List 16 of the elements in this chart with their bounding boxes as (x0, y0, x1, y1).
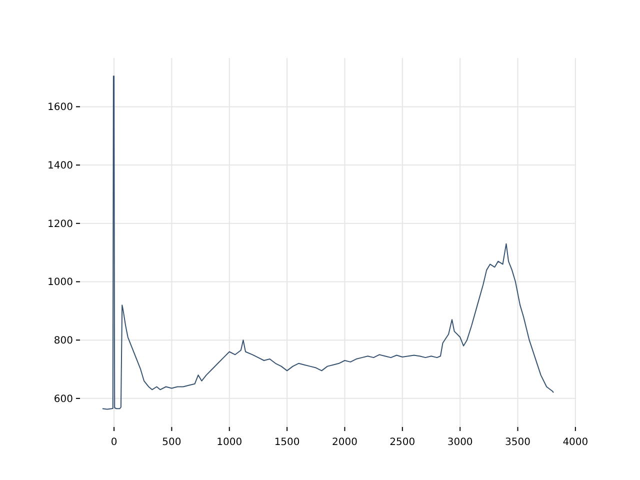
y-tick-label: 600 (54, 394, 73, 405)
x-tick-label: 4000 (562, 437, 588, 448)
y-tick-label: 1400 (48, 160, 73, 172)
y-tick-label: 1600 (48, 102, 73, 114)
line-series (102, 76, 554, 410)
x-tick-label: 1500 (274, 437, 300, 448)
y-tick-label: 800 (54, 336, 73, 347)
x-tick-label: 1000 (216, 437, 242, 448)
x-tick-label: 2000 (332, 437, 358, 448)
x-tick-label: 2500 (390, 437, 416, 448)
y-tick-label: 1000 (48, 277, 73, 288)
x-tick-label: 500 (162, 437, 182, 448)
x-tick-label: 3500 (505, 437, 530, 448)
x-tick-label: 0 (110, 437, 118, 448)
x-tick-label: 3000 (447, 437, 473, 448)
y-tick-label: 1200 (48, 218, 73, 230)
